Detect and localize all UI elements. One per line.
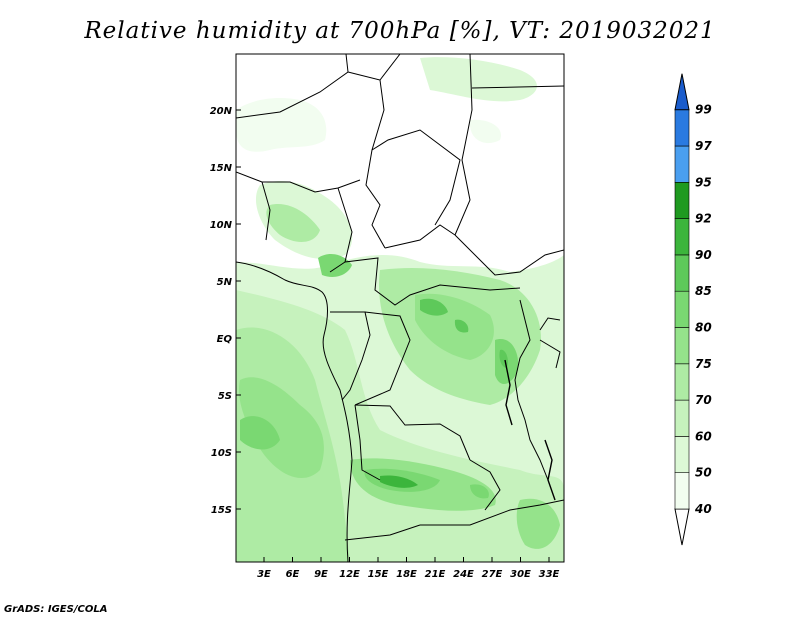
lat-label: 5N: [217, 277, 233, 288]
map-borders: [236, 54, 564, 562]
lon-label: 33E: [539, 569, 560, 580]
lon-label: 12E: [339, 569, 360, 580]
lat-label: 20N: [210, 106, 233, 117]
map-title: Relative humidity at 700hPa [%], VT: 201…: [84, 18, 716, 44]
colorbar-over-arrow: [674, 73, 690, 111]
colorbar-level-label: 75: [695, 357, 712, 371]
colorbar-level-label: 90: [695, 248, 712, 262]
colorbar-level-label: 99: [695, 103, 712, 117]
colorbar-under-arrow: [674, 508, 690, 546]
colorbar-swatch: [674, 327, 690, 365]
colorbar-swatch: [674, 109, 690, 147]
lat-label: 15S: [211, 505, 232, 516]
lon-label: 15E: [368, 569, 389, 580]
lon-label: 18E: [396, 569, 417, 580]
colorbar-swatch: [674, 399, 690, 437]
colorbar-swatch: [674, 182, 690, 219]
colorbar-level-label: 70: [695, 393, 712, 407]
lat-label: 15N: [210, 163, 233, 174]
grads-credit: GrADS: IGES/COLA: [4, 604, 108, 615]
colorbar-swatch: [674, 218, 690, 256]
lon-label: 27E: [482, 569, 503, 580]
colorbar-level-label: 97: [695, 139, 712, 153]
colorbar-swatch: [674, 290, 690, 328]
colorbar-swatch: [674, 472, 690, 510]
lat-label: EQ: [217, 334, 233, 345]
colorbar-level-label: 95: [695, 175, 712, 189]
colorbar-swatch: [674, 254, 690, 292]
latitude-axis: 20N 15N 10N 5N EQ 5S 10S 15S: [210, 106, 241, 516]
lon-label: 9E: [314, 569, 328, 580]
longitude-axis: 3E 6E 9E 12E 15E 18E 21E 24E 27E 30E 33E: [257, 557, 560, 580]
colorbar-swatch: [674, 436, 690, 473]
colorbar: 40 50 60 70 75 80 85 90 92 95 97 99: [674, 73, 712, 546]
colorbar-swatch: [674, 145, 690, 183]
lon-label: 6E: [286, 569, 300, 580]
colorbar-level-label: 60: [695, 429, 712, 443]
colorbar-level-label: 80: [695, 321, 712, 335]
colorbar-level-label: 85: [695, 284, 712, 298]
lon-label: 21E: [425, 569, 446, 580]
lat-label: 5S: [218, 391, 232, 402]
map-frame: [235, 53, 565, 563]
lat-label: 10N: [210, 220, 233, 231]
colorbar-level-label: 92: [695, 212, 712, 226]
humidity-shading: [236, 57, 564, 562]
lon-label: 24E: [453, 569, 474, 580]
colorbar-level-label: 40: [694, 502, 712, 516]
colorbar-level-label: 50: [695, 466, 712, 480]
lat-label: 10S: [211, 448, 232, 459]
colorbar-swatch: [674, 363, 690, 401]
lon-label: 30E: [510, 569, 531, 580]
lon-label: 3E: [257, 569, 271, 580]
